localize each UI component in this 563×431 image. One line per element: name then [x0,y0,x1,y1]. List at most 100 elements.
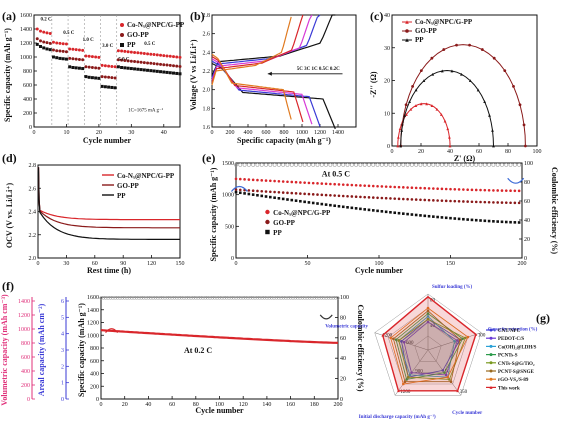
data-point-a-0 [71,47,75,51]
x-tick-label-e: 0 [235,261,238,267]
data-point-a-2 [68,65,72,69]
data-point-a-1 [123,59,127,62]
capacity-point-e-2 [496,220,499,223]
ce-point-f [227,296,231,300]
y-tick-label-d: 2.4 [29,210,37,216]
ce-point-e [246,162,251,167]
rate-label-a: 1.0 C [83,38,95,43]
y2-tick-label-e: 0 [524,256,527,262]
nyquist-point-1 [512,85,515,88]
data-point-a-0 [48,32,52,36]
capacity-point-e-1 [432,199,435,202]
data-point-a-0 [35,27,39,31]
data-point-a-1 [90,66,94,69]
volumetric-tick-label: 1400 [18,299,30,305]
capacity-point-e-2 [260,194,264,198]
capacity-point-e-0 [453,187,457,191]
x-tick-label-f: 180 [310,402,319,408]
x-tick-label-b: 600 [262,130,271,136]
data-point-a-1 [113,76,117,80]
data-point-a-2 [162,70,166,74]
capacity-point-e-1 [462,200,465,203]
capacity-point-e-0 [290,180,294,184]
ce-point-f [239,296,243,300]
y-tick-label-b: 1.8 [203,106,211,112]
ce-point-e [251,162,256,167]
legend-marker-g [489,361,493,365]
data-point-a-1 [103,75,107,79]
capacity-point-e-0 [333,182,336,186]
ce-point-e [242,162,247,167]
radar-point-4 [426,317,430,321]
legend-label-d: GO-PP [117,182,139,190]
data-point-a-2 [58,56,62,60]
data-point-a-0 [172,55,176,59]
ce-point-f [153,296,158,300]
areal-tick-label: 6 [61,299,64,305]
data-point-a-0 [116,49,120,53]
y2-tick-label-f: 20 [340,377,346,383]
ce-point-f [213,296,217,300]
capacity-point-e-1 [513,201,517,205]
data-point-a-0 [55,41,59,45]
data-point-a-2 [123,66,127,70]
y2-tick-label-e: 60 [524,199,530,205]
data-point-a-1 [149,61,153,65]
nyquist-point-2 [468,79,472,83]
nyquist-point-2 [483,100,487,104]
ce-point-f [324,296,328,300]
x-tick-label-a: 10 [63,130,69,136]
ce-point-f [175,296,179,300]
capacity-point-e-2 [397,211,401,215]
ce-point-f [272,296,276,300]
ce-point-f [288,296,293,300]
data-point-a-0 [165,54,169,58]
y-tick-label-f: 600 [90,359,99,365]
capacity-point-e-1 [427,198,431,202]
data-point-a-1 [35,37,39,41]
capacity-point-e-1 [453,199,457,203]
data-point-a-2 [165,70,169,74]
nyquist-point-1 [518,103,522,107]
radar-tick-label: 100 [478,333,486,338]
nyquist-point-1 [430,56,434,60]
rate-label-a: 3.0 C [102,44,114,49]
legend-label-g: Co(OH)₂@LDH/S [498,345,537,350]
data-point-a-1 [81,58,85,62]
ce-axis-arrow-e [507,177,525,184]
capacity-point-e-0 [350,183,354,187]
ce-point-f [187,296,191,300]
x-tick-label-d: 30 [63,261,69,267]
capacity-point-e-1 [423,198,427,202]
data-point-a-1 [45,41,49,45]
capacity-point-e-2 [337,204,341,208]
radar-point-6 [389,336,393,340]
y-tick-label-e: 1000 [222,193,234,199]
nyquist-point-0 [448,135,451,139]
nyquist-point-2 [408,100,411,104]
nyquist-point-0 [396,144,400,148]
radar-point-7 [456,389,459,393]
ce-point-e [401,162,406,167]
ce-point-e [414,162,419,167]
ce-point-f [260,296,264,300]
y-tick-label-b: 2.4 [203,50,211,56]
data-point-a-0 [84,54,88,58]
capacity-point-e-2 [350,206,354,210]
capacity-point-e-2 [453,217,457,220]
y-tick-label-a: 1400 [20,27,32,33]
ce-point-e [491,162,496,167]
ce-point-e [422,162,427,167]
data-point-a-0 [175,55,179,59]
panel-label-a: (a) [2,9,16,23]
capacity-point-e-0 [432,187,435,190]
data-point-a-1 [55,49,59,53]
radar-point-1 [426,320,430,324]
ce-point-e [435,162,440,167]
data-point-a-1 [84,65,88,69]
nyquist-point-1 [503,69,507,73]
ce-point-e [427,162,431,167]
capacity-point-e-2 [264,195,268,198]
ce-point-e [276,162,281,167]
capacity-point-e-0 [311,181,315,185]
